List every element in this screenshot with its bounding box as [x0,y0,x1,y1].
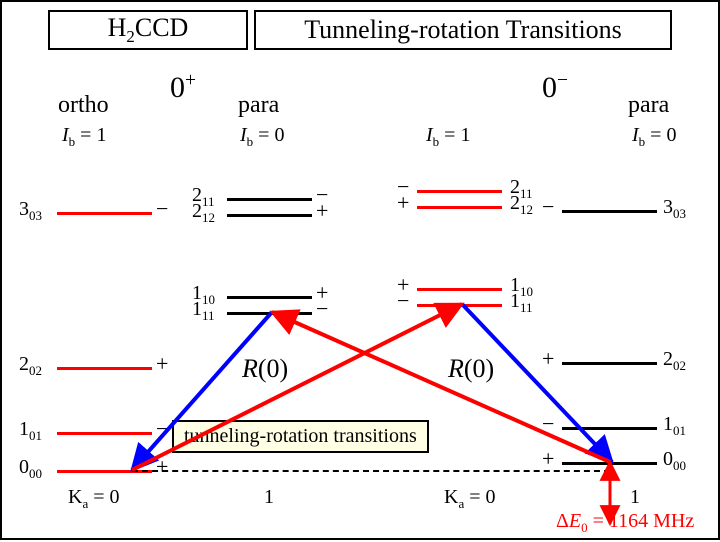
level-202-left [57,367,152,370]
sign-303-left: − [156,196,168,222]
label-para-right: para [628,92,669,119]
sign-212-left: + [316,198,328,224]
tunnel-box: tunneling-rotation transitions [172,420,429,453]
ka-left: Ka = 0 [68,486,120,512]
level-101-left [57,432,152,435]
label-303-left: 303 [19,198,42,224]
delta-e0: ΔE0 = 1164 MHz [556,510,694,536]
dashed-connector [132,470,610,472]
level-101-rr [562,427,657,430]
label-202-rr: 202 [663,348,686,374]
level-303-rr [562,210,657,213]
level-303-left [57,212,152,215]
level-212-right [417,206,502,209]
label-para-right-1: 212 [510,192,533,218]
label-101-left: 101 [19,418,42,444]
level-000-rr [562,462,657,465]
sign-111-right: − [397,288,409,314]
title-right-text: Tunneling-rotation Transitions [304,15,622,45]
label-para-right-3: 111 [510,290,533,316]
level-111-right [417,304,502,307]
sign-000-rr: + [542,446,554,472]
state-0minus: 0− [542,70,568,105]
label-111-left: 111 [192,298,215,324]
sign-101-rr: − [542,411,554,437]
title-left-text: H2CCD [108,13,189,47]
state-0plus: 0+ [170,70,196,105]
label-212-left: 212 [192,200,215,226]
level-110-left [227,296,312,299]
sign-212-right: + [397,190,409,216]
sign-111-left: − [316,296,328,322]
title-transitions: Tunneling-rotation Transitions [254,10,672,50]
label-000-rr: 000 [663,448,686,474]
sign-303-rr: − [542,194,554,220]
sign-202-left: + [156,351,168,377]
label-303-rr: 303 [663,196,686,222]
label-para-left: para [238,92,279,119]
arrows-overlay [2,2,720,542]
sign-000-left: + [156,454,168,480]
label-ib-1-left: Ib = 1 [62,124,106,150]
r0-left: R(0) [242,354,288,384]
level-202-rr [562,362,657,365]
tunnel-box-text: tunneling-rotation transitions [184,425,417,447]
label-101-rr: 101 [663,413,686,439]
label-202-left: 202 [19,353,42,379]
title-molecule: H2CCD [48,10,248,50]
title-bar: H2CCD Tunneling-rotation Transitions [48,10,672,50]
label-ortho-left: ortho [58,92,109,119]
level-111-left [227,312,312,315]
label-ib-0-right: Ib = 0 [632,124,676,150]
level-212-left [227,214,312,217]
label-ib-0-left: Ib = 0 [240,124,284,150]
label-000-left: 000 [19,456,42,482]
sign-101-left: − [156,416,168,442]
level-211-right [417,190,502,193]
sign-202-rr: + [542,346,554,372]
ka-right: Ka = 0 [444,486,496,512]
r0-right: R(0) [448,354,494,384]
diagram-canvas: H2CCD Tunneling-rotation Transitions 0+ … [0,0,720,540]
level-110-right [417,288,502,291]
level-211-left [227,198,312,201]
label-ib-1-right: Ib = 1 [426,124,470,150]
ka-tick-right: 1 [630,486,640,509]
ka-tick-left: 1 [264,486,274,509]
